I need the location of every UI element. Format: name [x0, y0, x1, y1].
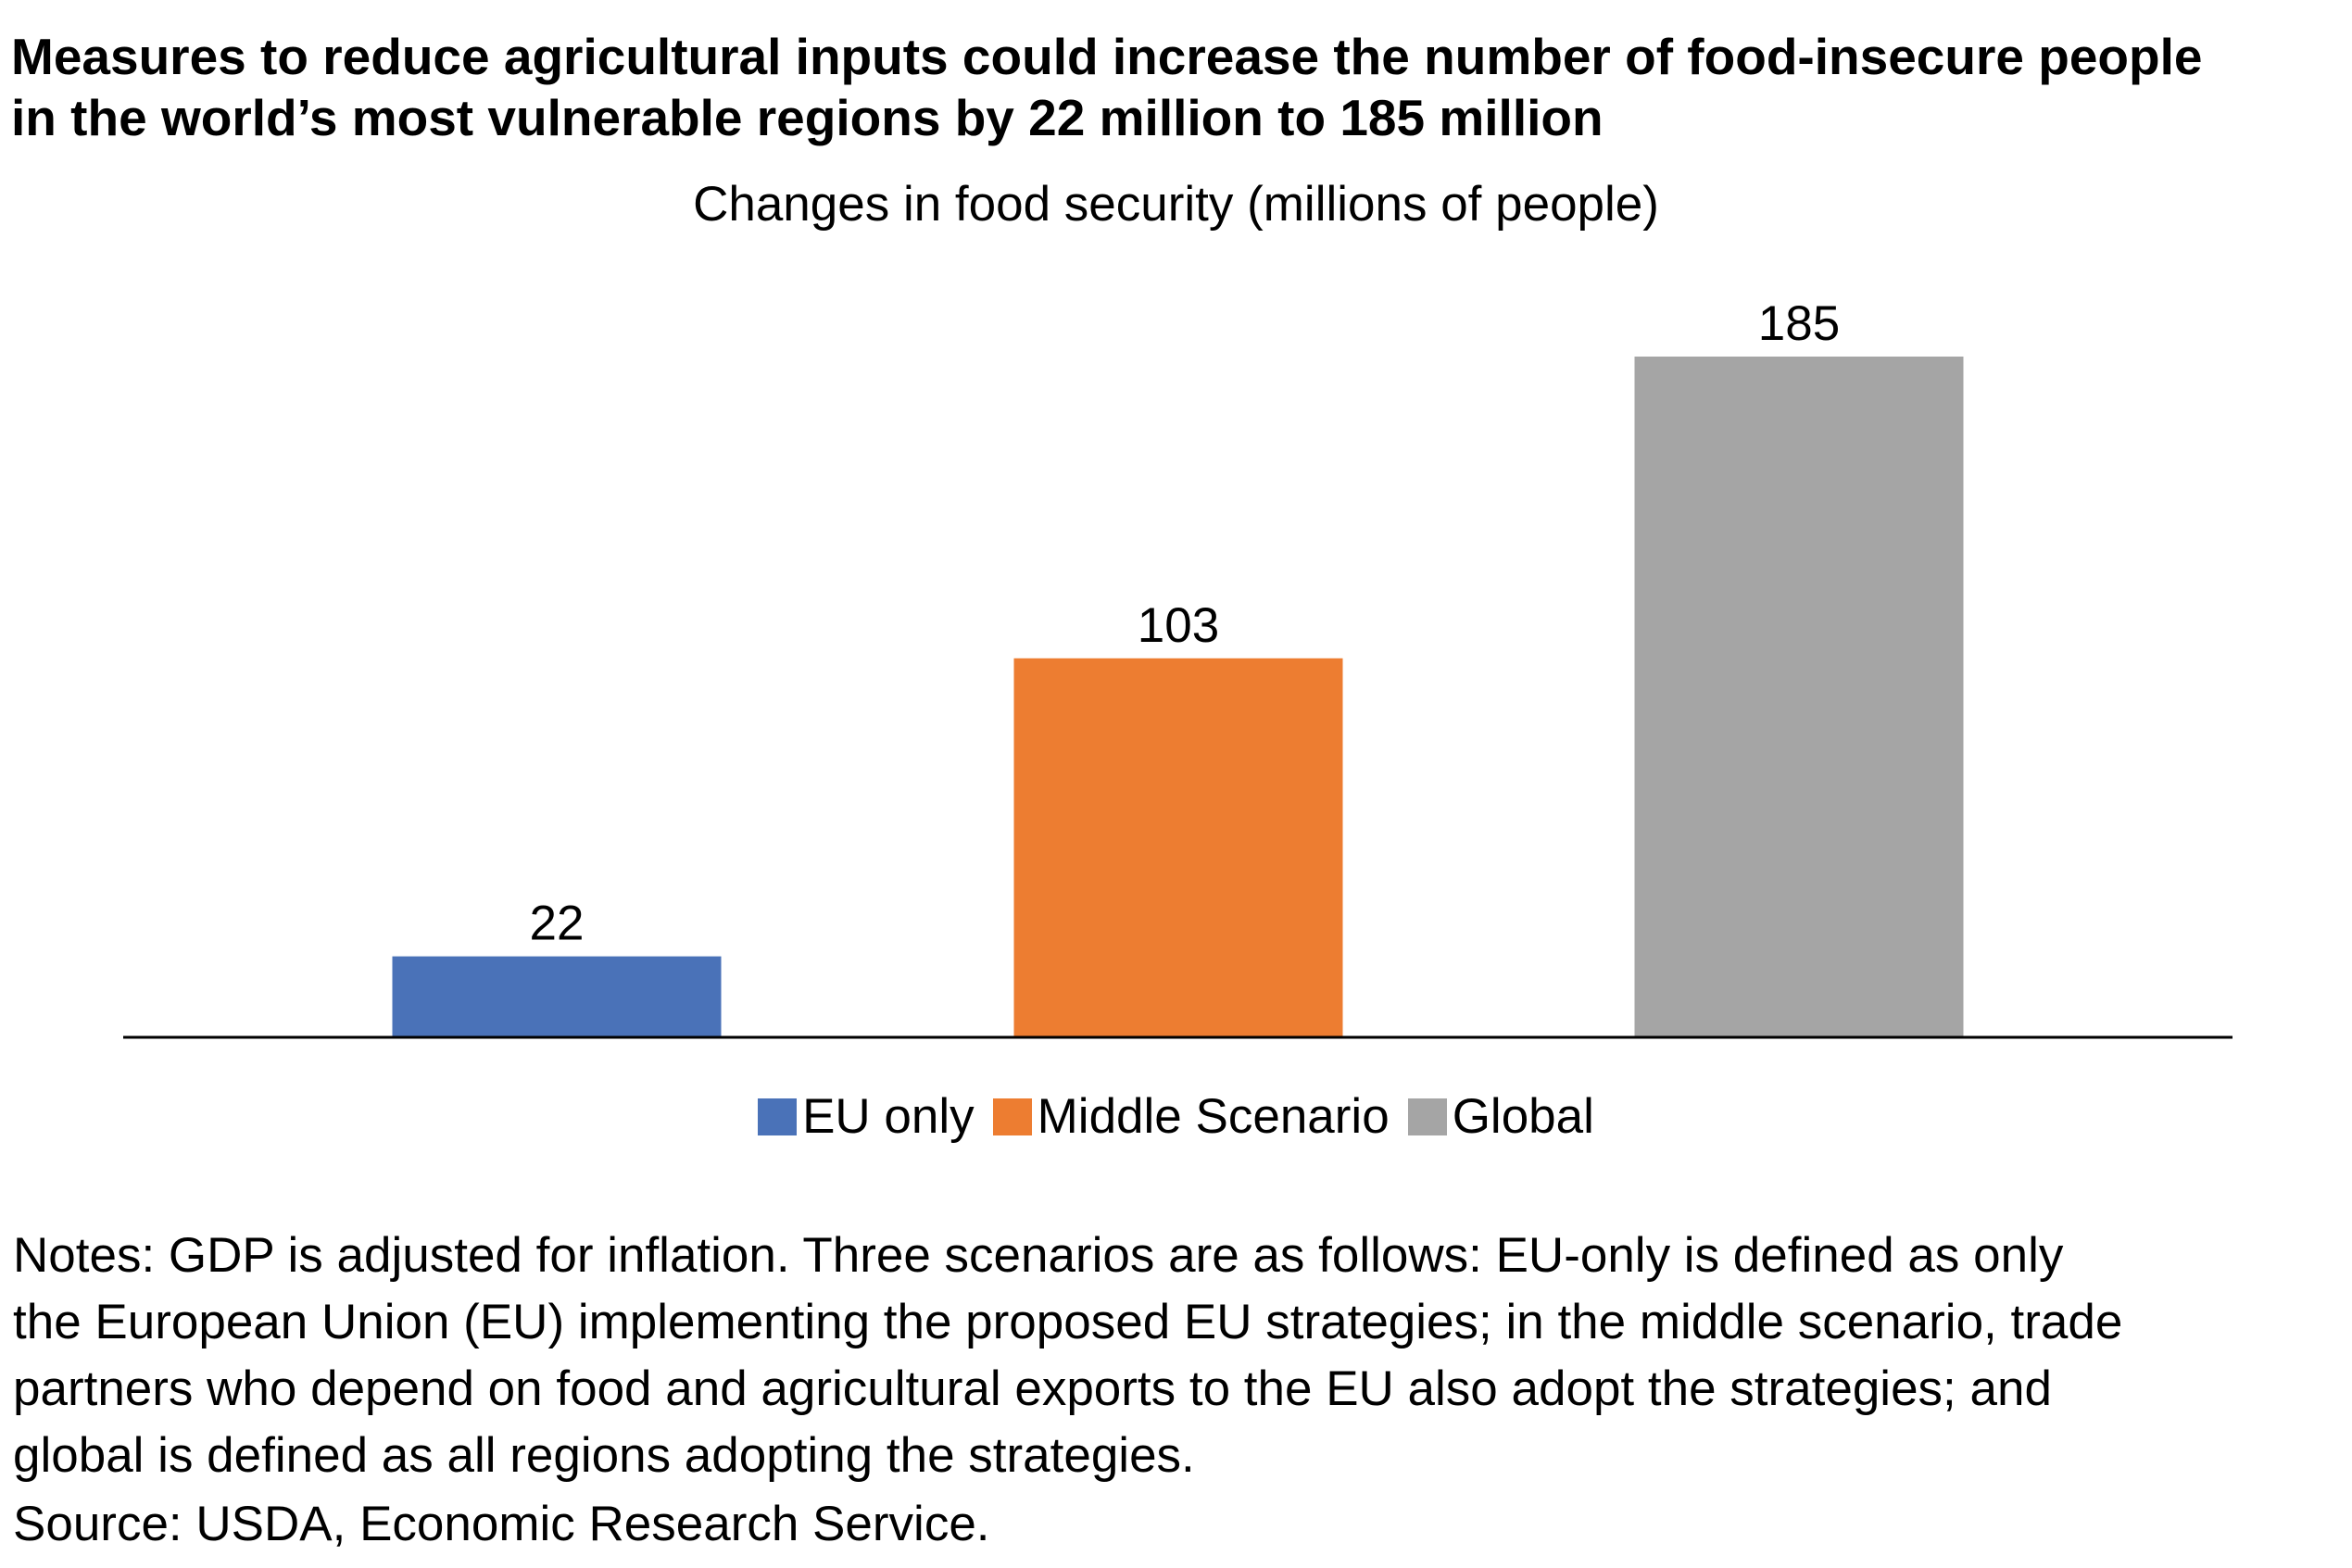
data-label-middle-scenario: 103 [1138, 598, 1219, 653]
legend-label-eu-only: EU only [802, 1089, 975, 1144]
notes-line-3: partners who depend on food and agricult… [13, 1361, 2052, 1416]
source-note: Source: USDA, Economic Research Service. [13, 1497, 990, 1551]
bar-middle-scenario [1013, 658, 1343, 1037]
bar-eu-only [392, 956, 722, 1037]
notes-line-2: the European Union (EU) implementing the… [13, 1295, 2123, 1349]
chart-subtitle: Changes in food security (millions of pe… [693, 177, 1659, 232]
chart-title-line-1: Measures to reduce agricultural inputs c… [11, 28, 2203, 85]
legend-item-middle-scenario: Middle Scenario [992, 1088, 1390, 1145]
notes-line-4: global is defined as all regions adoptin… [13, 1428, 1195, 1483]
legend-swatch-middle-scenario [992, 1098, 1032, 1135]
chart-title: Measures to reduce agricultural inputs c… [11, 26, 2346, 148]
legend-label-global: Global [1452, 1089, 1594, 1144]
data-label-eu-only: 22 [530, 897, 585, 951]
chart-title-line-2: in the world’s most vulnerable regions b… [11, 89, 1604, 146]
legend-swatch-eu-only [758, 1098, 798, 1135]
data-label-global: 185 [1758, 296, 1840, 351]
notes: Notes: GDP is adjusted for inflation. Th… [13, 1223, 2343, 1489]
bar-global [1634, 357, 1964, 1037]
legend-item-global: Global [1407, 1088, 1594, 1145]
notes-line-1: Notes: GDP is adjusted for inflation. Th… [13, 1228, 2064, 1283]
legend-item-eu-only: EU only [758, 1088, 975, 1145]
legend-label-middle-scenario: Middle Scenario [1037, 1089, 1390, 1144]
legend: EU only Middle Scenario Global [0, 1088, 2352, 1145]
legend-swatch-global [1407, 1098, 1447, 1135]
